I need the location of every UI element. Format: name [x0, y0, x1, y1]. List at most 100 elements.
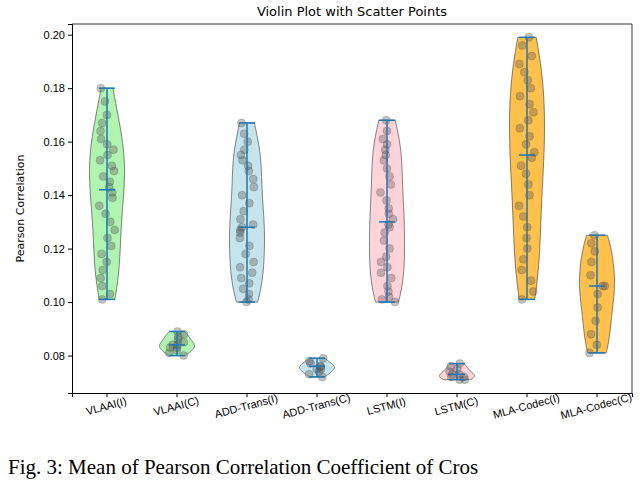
x-tick-mark	[597, 393, 598, 397]
scatter-point	[518, 266, 526, 274]
x-tick-mark	[527, 393, 528, 397]
x-tick: MLA-Codec(I)	[492, 391, 561, 420]
scatter-point	[376, 188, 384, 196]
range-line	[456, 364, 458, 380]
scatter-point	[98, 250, 106, 258]
x-tick-label: LSTM(I)	[365, 395, 406, 417]
scatter-point	[111, 226, 119, 234]
x-tick-mark	[317, 393, 318, 397]
scatter-point	[99, 266, 107, 274]
scatter-point	[519, 213, 527, 221]
median-line	[449, 374, 465, 376]
y-tick-mark	[68, 35, 72, 36]
scatter-point	[522, 140, 530, 148]
median-line	[589, 285, 605, 287]
y-axis-title: Pearson Correlation	[14, 155, 27, 263]
scatter-point	[528, 52, 536, 60]
x-tick: LSTM(C)	[433, 393, 479, 417]
max-cap	[589, 234, 605, 236]
min-cap	[99, 299, 115, 301]
scatter-point	[250, 258, 258, 266]
scatter-point	[107, 242, 115, 250]
x-tick: ADD-Trans(C)	[281, 391, 352, 421]
x-tick-label: MLA-Codec(I)	[492, 391, 561, 420]
scatter-point	[517, 162, 525, 170]
scatter-point	[95, 202, 103, 210]
scatter-point	[379, 135, 387, 143]
x-tick-label: VLAAI(C)	[152, 394, 200, 418]
x-tick-label: LSTM(C)	[433, 394, 479, 417]
x-tick-label: ADD-Trans(C)	[281, 391, 352, 421]
y-tick-label: 0.16	[44, 136, 65, 148]
scatter-point	[99, 172, 107, 180]
y-tick-label: 0.08	[44, 350, 65, 362]
violin	[580, 235, 615, 353]
frame-top	[72, 24, 632, 25]
scatter-point	[587, 330, 595, 338]
scatter-point	[102, 210, 110, 218]
median-line	[309, 366, 325, 368]
scatter-point	[250, 183, 258, 191]
scatter-point	[527, 277, 535, 285]
scatter-point	[529, 108, 537, 116]
range-line	[176, 332, 178, 356]
y-tick-mark	[68, 356, 72, 357]
scatter-point	[377, 269, 385, 277]
y-tick: 0.12	[44, 243, 72, 255]
median-line	[239, 226, 255, 228]
x-tick: VLAAI(C)	[152, 393, 200, 418]
x-tick-mark	[177, 393, 178, 397]
scatter-point	[98, 119, 106, 127]
scatter-point	[97, 135, 105, 143]
y-tick-label: 0.10	[44, 296, 65, 308]
range-line	[526, 37, 528, 299]
y-tick: 0.14	[44, 189, 72, 201]
x-tick: ADD-Trans(I)	[213, 392, 279, 420]
chart: 0.080.100.120.140.160.180.20VLAAI(I)VLAA…	[0, 0, 640, 484]
scatter-point	[518, 41, 526, 49]
scatter-point	[522, 170, 530, 178]
range-line	[246, 123, 248, 302]
y-tick: 0.18	[44, 82, 72, 94]
y-tick-label: 0.12	[44, 243, 65, 255]
max-cap	[449, 363, 465, 365]
scatter-point	[96, 156, 104, 164]
x-tick-label: ADD-Trans(I)	[213, 392, 279, 420]
scatter-point	[587, 239, 595, 247]
min-cap	[239, 301, 255, 303]
scatter-point	[249, 175, 257, 183]
y-axis: 0.08 0.10 0.12 0.14 0.16 0.18 0.20	[44, 25, 73, 394]
scatter-point	[242, 250, 250, 258]
scatter-point	[110, 146, 118, 154]
y-tick-mark	[68, 302, 72, 303]
scatter-point	[97, 127, 105, 135]
min-cap	[519, 299, 535, 301]
scatter-point	[515, 202, 523, 210]
y-tick-mark	[68, 249, 72, 250]
scatter-point	[524, 180, 532, 188]
max-cap	[309, 357, 325, 359]
y-tick: 0.20	[44, 29, 72, 41]
x-tick: LSTM(I)	[365, 393, 406, 417]
scatter-point	[527, 84, 535, 92]
scatter-point	[519, 255, 527, 263]
violin	[370, 120, 405, 302]
x-tick-label: VLAAI(I)	[85, 395, 128, 417]
violin	[90, 88, 125, 299]
scatter-point	[515, 60, 523, 68]
median-line	[169, 344, 185, 346]
max-cap	[99, 87, 115, 89]
range-line	[596, 235, 598, 353]
x-axis: VLAAI(I) VLAAI(C) ADD-Trans(I)ADD-Trans(C)…	[73, 391, 634, 422]
max-cap	[379, 120, 395, 122]
y-tick: 0.08	[44, 350, 72, 362]
scatter-point	[236, 215, 244, 223]
scatter-point	[592, 317, 600, 325]
plot-area	[90, 33, 615, 383]
min-cap	[169, 355, 185, 357]
range-line	[316, 358, 318, 377]
x-tick-mark	[247, 393, 248, 397]
scatter-point	[529, 287, 537, 295]
violin	[230, 123, 265, 302]
scatter-point	[382, 253, 390, 261]
